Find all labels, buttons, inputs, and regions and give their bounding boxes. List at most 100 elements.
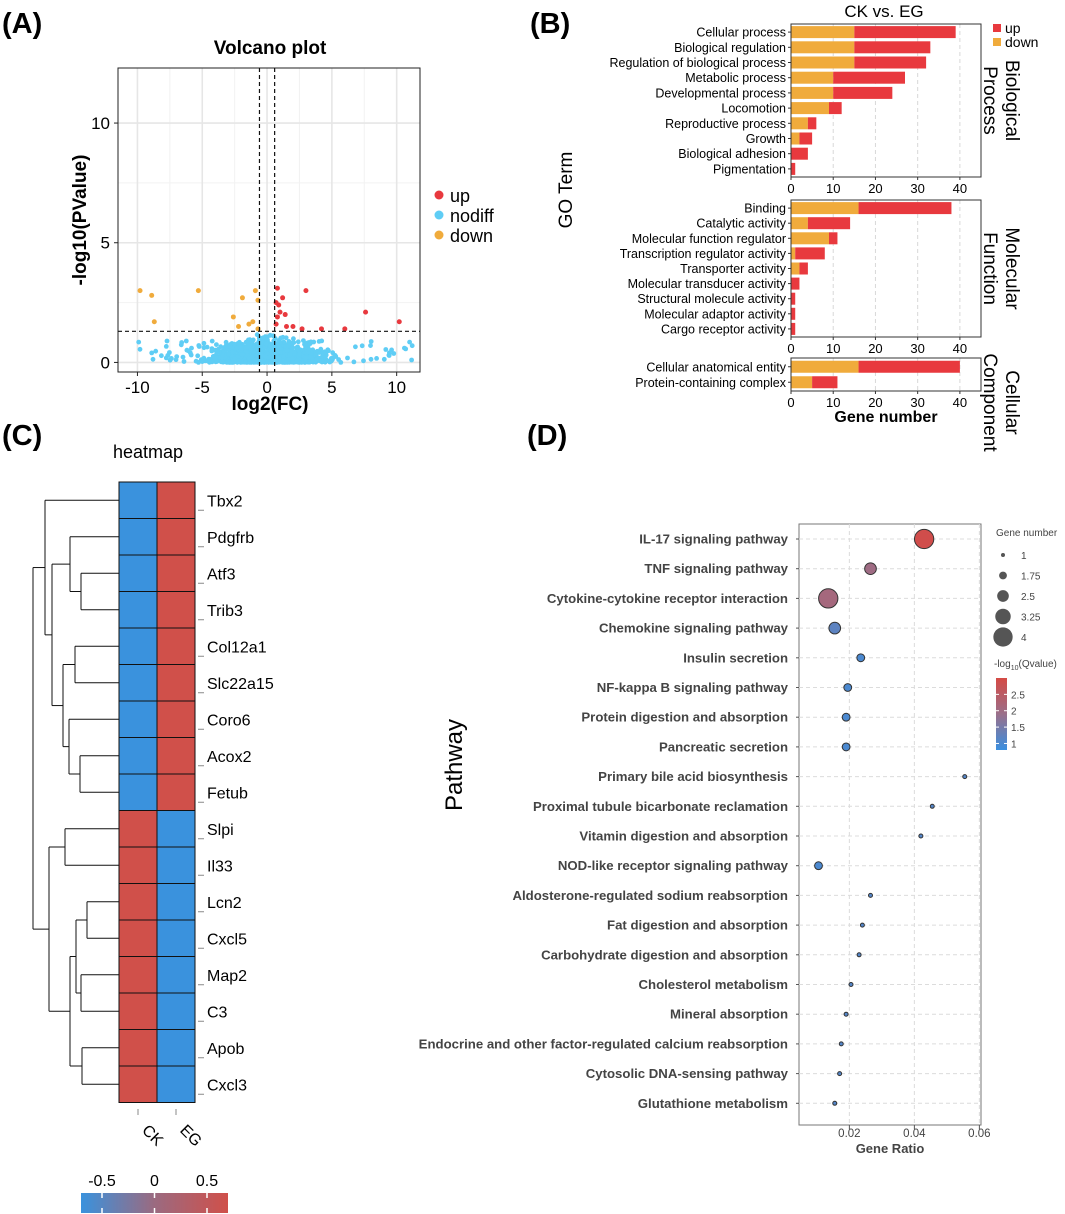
volcano-point-down <box>239 295 245 301</box>
volcano-point-nodiff <box>383 347 389 352</box>
kegg-dot <box>832 1100 838 1106</box>
heatmap-row-label: Tbx2 <box>207 493 243 510</box>
go-bar-up <box>812 376 838 389</box>
volcano-point-up <box>280 295 286 301</box>
volcano-point-nodiff <box>153 348 159 354</box>
heatmap-cell <box>118 700 158 738</box>
size-legend-label: 1.75 <box>1021 572 1041 583</box>
volcano-point-up <box>363 309 369 315</box>
go-x-tick-label: 0 <box>787 181 794 196</box>
volcano-point-nodiff <box>189 345 194 351</box>
go-bar-up <box>799 262 808 275</box>
kegg-pathway-label: Pancreatic secretion <box>659 739 788 754</box>
go-bar-up <box>791 307 796 320</box>
heatmap-row-label: Fetub <box>207 785 248 802</box>
volcano-point-nodiff <box>223 339 229 345</box>
go-bar-down <box>791 26 855 39</box>
volcano-point-nodiff <box>180 354 186 360</box>
kegg-dot <box>856 952 862 958</box>
volcano-point-nodiff <box>209 346 215 351</box>
go-bar-up <box>795 247 825 260</box>
kegg-dot <box>843 1011 849 1017</box>
volcano-point-nodiff <box>212 355 218 361</box>
volcano-point-nodiff <box>243 359 248 365</box>
volcano-point-nodiff <box>291 336 296 342</box>
go-term-label: Regulation of biological process <box>610 56 787 70</box>
go-bar-down <box>791 71 834 84</box>
go-term-label: Developmental process <box>655 86 786 100</box>
volcano-point-nodiff <box>262 354 268 359</box>
go-bar-down <box>791 132 800 145</box>
go-bar-down <box>791 86 834 99</box>
go-bar-up <box>854 56 927 69</box>
go-x-tick-label: 0 <box>787 341 794 356</box>
heatmap-cell <box>118 627 158 665</box>
kegg-dot <box>856 653 866 663</box>
volcano-point-nodiff <box>193 358 199 364</box>
go-term-label: Catalytic activity <box>696 217 786 231</box>
volcano-point-nodiff <box>287 341 293 347</box>
go-strip-label-line2: Component <box>979 353 1000 452</box>
volcano-point-nodiff <box>229 349 235 355</box>
volcano-point-down <box>230 314 236 320</box>
volcano-y-tick-label: 10 <box>91 114 110 133</box>
go-strip-label-line2: Function <box>979 232 1000 305</box>
go-x-tick-label: 30 <box>910 395 924 410</box>
heatmap-cell <box>118 956 158 994</box>
go-facet-frame <box>790 23 982 178</box>
heatmap-cell <box>118 883 158 921</box>
go-x-tick-label: 30 <box>910 181 924 196</box>
go-term-label: Binding <box>744 202 786 216</box>
volcano-point-up <box>342 326 348 332</box>
volcano-point-nodiff <box>386 352 392 358</box>
volcano-point-nodiff <box>277 356 282 362</box>
volcano-point-nodiff <box>276 344 282 350</box>
heatmap-cell <box>118 664 158 702</box>
volcano-point-up <box>274 314 280 320</box>
kegg-pathway-label: Fat digestion and absorption <box>607 918 788 933</box>
go-title: CK vs. EG <box>844 2 923 21</box>
kegg-pathway-label: Protein digestion and absorption <box>581 710 788 725</box>
volcano-point-nodiff <box>196 343 202 348</box>
volcano-point-nodiff <box>313 357 319 363</box>
size-legend-label: 2.5 <box>1021 592 1035 603</box>
kegg-dot <box>818 588 839 609</box>
volcano-point-down <box>236 324 242 330</box>
volcano-point-nodiff <box>209 338 215 344</box>
go-bar-up <box>791 292 796 305</box>
kegg-dot <box>868 892 873 898</box>
go-x-tick-label: 40 <box>953 395 967 410</box>
heatmap-cell <box>156 773 196 811</box>
volcano-point-nodiff <box>259 339 265 344</box>
kegg-pathway-label: Cytosolic DNA-sensing pathway <box>586 1066 789 1081</box>
go-bar-up <box>807 217 851 230</box>
kegg-pathway-label: Chemokine signaling pathway <box>599 621 789 636</box>
kegg-dot <box>913 528 935 550</box>
go-term-label: Cargo receptor activity <box>661 322 787 336</box>
kegg-pathway-label: Glutathione metabolism <box>638 1096 788 1111</box>
go-bar-up <box>829 102 842 115</box>
kegg-x-tick-label: 0.06 <box>968 1128 990 1140</box>
volcano-point-nodiff <box>345 355 350 361</box>
volcano-y-tick-label: 5 <box>101 234 110 253</box>
kegg-pathway-label: Mineral absorption <box>670 1007 788 1022</box>
volcano-point-up <box>290 324 296 330</box>
volcano-point-nodiff <box>201 340 207 346</box>
panel-label-d: (D) <box>527 420 567 452</box>
size-legend-title: Gene number <box>996 528 1058 539</box>
volcano-point-nodiff <box>239 352 245 357</box>
volcano-x-tick-label: 10 <box>387 378 406 397</box>
heatmap-cell <box>156 700 196 738</box>
kegg-grid <box>799 524 981 1125</box>
volcano-point-nodiff <box>407 339 412 345</box>
volcano-point-nodiff <box>234 345 240 351</box>
go-term-label: Molecular adaptor activity <box>644 307 786 321</box>
go-bar-up <box>791 322 796 335</box>
heatmap-cell <box>156 737 196 775</box>
go-bar-up <box>791 162 796 175</box>
volcano-point-nodiff <box>260 335 266 341</box>
kegg-dot <box>841 712 851 722</box>
volcano-point-nodiff <box>232 356 238 362</box>
